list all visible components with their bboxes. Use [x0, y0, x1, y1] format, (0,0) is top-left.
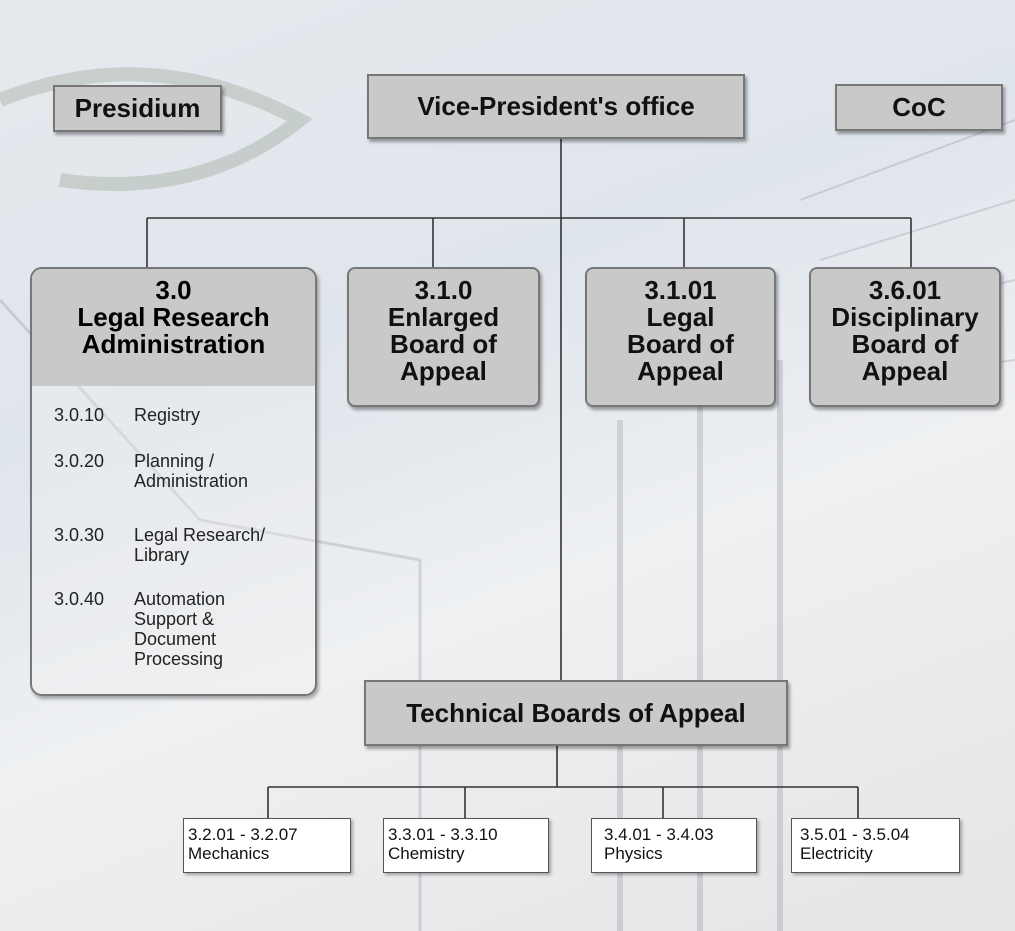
box-label: CoC [892, 92, 945, 123]
unit-name: Legal Research/ Library [134, 525, 284, 565]
legal-research-panel: 3.0 Legal Research Administration 3.0.10… [30, 267, 317, 696]
board-name: Legal Research Administration [39, 304, 309, 358]
box-label: Technical Boards of Appeal [406, 698, 746, 729]
presidium-box: Presidium [53, 85, 222, 132]
group-range: 3.3.01 - 3.3.10 [388, 825, 548, 844]
board-box: 3.1.0 Enlarged Board of Appeal [347, 267, 540, 407]
technical-box: Technical Boards of Appeal [364, 680, 788, 746]
board-code: 3.6.01 [869, 277, 941, 304]
box-label: Vice-President's office [417, 91, 694, 122]
group-name: Physics [604, 844, 756, 863]
group-range: 3.2.01 - 3.2.07 [188, 825, 350, 844]
unit-code: 3.0.30 [54, 525, 134, 565]
board-name: Disciplinary Board of Appeal [820, 304, 990, 385]
group-name: Electricity [800, 844, 959, 863]
board-box: 3.6.01 Disciplinary Board of Appeal [809, 267, 1001, 407]
coc-box: CoC [835, 84, 1003, 131]
vice-president-box: Vice-President's office [367, 74, 745, 139]
group-range: 3.5.01 - 3.5.04 [800, 825, 959, 844]
unit-name: Automation Support & Document Processing [134, 589, 284, 669]
unit-name: Registry [134, 405, 284, 425]
board-box: 3.1.01 Legal Board of Appeal [585, 267, 776, 407]
board-code: 3.0 [155, 277, 191, 304]
board-code: 3.1.0 [415, 277, 473, 304]
box-label: Presidium [75, 93, 201, 124]
board-code: 3.1.01 [644, 277, 716, 304]
panel-header: 3.0 Legal Research Administration [32, 269, 315, 386]
group-name: Chemistry [388, 844, 548, 863]
unit-code: 3.0.10 [54, 405, 134, 425]
group-range: 3.4.01 - 3.4.03 [604, 825, 756, 844]
unit-code: 3.0.20 [54, 451, 134, 491]
unit-name: Planning / Administration [134, 451, 284, 491]
org-chart: Presidium Vice-President's office CoC 3.… [0, 0, 1015, 931]
board-name: Enlarged Board of Appeal [369, 304, 519, 385]
unit-code: 3.0.40 [54, 589, 134, 669]
board-name: Legal Board of Appeal [616, 304, 746, 385]
group-name: Mechanics [188, 844, 350, 863]
